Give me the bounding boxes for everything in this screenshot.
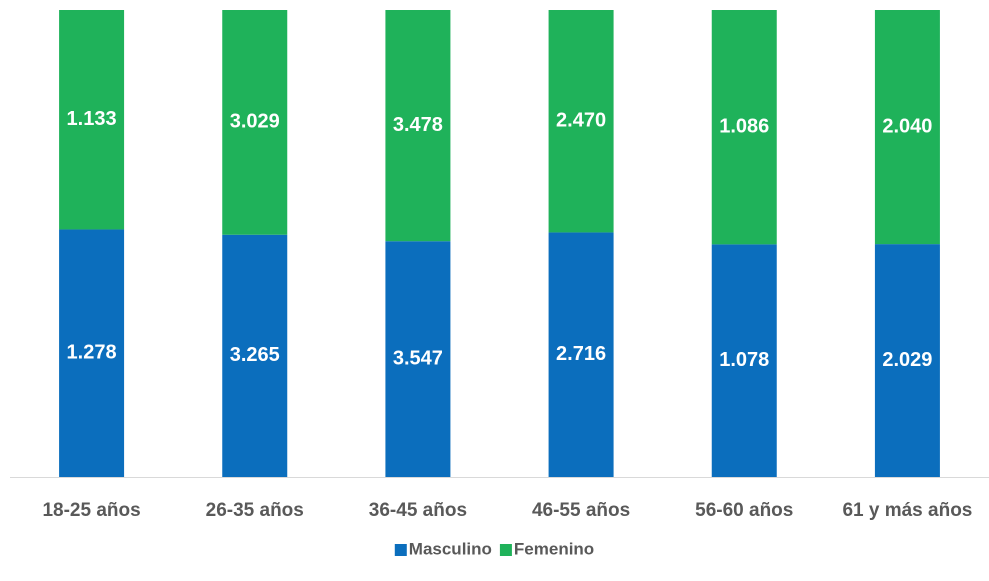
bar-segment — [874, 244, 940, 477]
legend-swatch — [499, 544, 512, 556]
x-tick-label: 26-35 años — [206, 500, 304, 521]
value-label: 2.029 — [882, 349, 932, 371]
bar-segment — [59, 10, 125, 230]
bar-segment — [59, 229, 125, 477]
value-label: 1.278 — [67, 342, 117, 364]
legend-label: Masculino — [409, 539, 492, 558]
value-label: 3.478 — [393, 114, 443, 136]
value-label: 2.716 — [556, 343, 606, 365]
x-tick-label: 61 y más años — [842, 500, 972, 521]
bar-segment — [385, 10, 451, 242]
legend-swatch — [394, 544, 407, 556]
value-label: 2.470 — [556, 109, 606, 131]
x-tick-label: 18-25 años — [42, 500, 140, 521]
legend-label: Femenino — [514, 539, 594, 558]
bar-segment — [548, 10, 614, 233]
x-tick-label: 46-55 años — [532, 500, 630, 521]
value-label: 1.078 — [719, 349, 769, 371]
x-tick-label: 36-45 años — [369, 500, 467, 521]
x-tick-label: 56-60 años — [695, 500, 793, 521]
value-label: 3.547 — [393, 347, 443, 369]
value-label: 2.040 — [882, 115, 932, 137]
bar-segment — [548, 232, 614, 477]
bar-segment — [711, 10, 777, 245]
bar-segment — [874, 10, 940, 245]
value-label: 1.133 — [67, 108, 117, 130]
bar-segment — [711, 244, 777, 477]
bar-segment — [222, 10, 288, 235]
bar-segment — [385, 241, 451, 477]
value-label: 1.086 — [719, 115, 769, 137]
bar-segment — [222, 234, 288, 477]
value-label: 3.029 — [230, 111, 280, 133]
value-label: 3.265 — [230, 344, 280, 366]
